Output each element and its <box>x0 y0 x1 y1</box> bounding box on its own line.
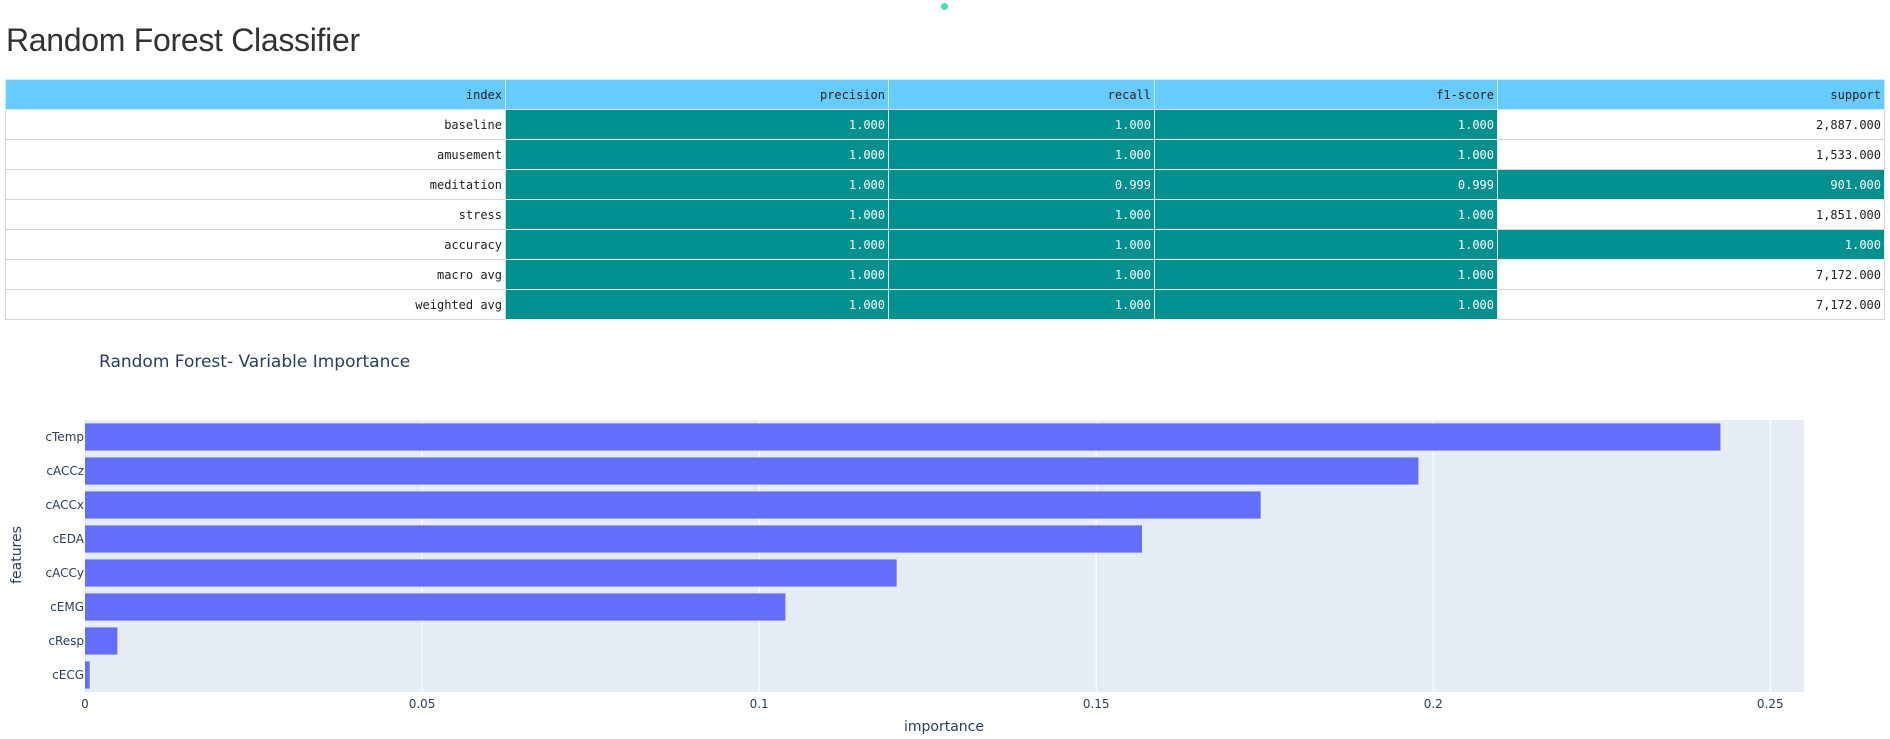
cell-support: 901.000 <box>1497 169 1885 200</box>
cell-index: amusement <box>5 139 506 170</box>
cell-support: 1,533.000 <box>1497 139 1885 170</box>
bar-cACCz[interactable] <box>85 457 1419 485</box>
cell-precision: 1.000 <box>505 289 889 320</box>
x-tick-label: 0.15 <box>1083 697 1110 711</box>
y-tick-label: cACCy <box>46 566 84 580</box>
cell-index: weighted avg <box>5 289 506 320</box>
cell-f1-score: 1.000 <box>1154 199 1498 230</box>
table-header-row: index precision recall f1-score support <box>5 79 1885 110</box>
column-header-support[interactable]: support <box>1497 79 1885 110</box>
cell-support: 7,172.000 <box>1497 289 1885 320</box>
cell-f1-score: 1.000 <box>1154 289 1498 320</box>
column-header-f1-score[interactable]: f1-score <box>1154 79 1498 110</box>
x-tick-labels: 0 0.05 0.1 0.15 0.2 0.25 <box>81 697 1783 711</box>
bar-cResp[interactable] <box>85 627 118 655</box>
cell-precision: 1.000 <box>505 259 889 290</box>
table-row: baseline 1.000 1.000 1.000 2,887.000 <box>5 109 1885 140</box>
x-tick-label: 0.1 <box>750 697 769 711</box>
bar-cEMG[interactable] <box>85 593 786 621</box>
cell-index: macro avg <box>5 259 506 290</box>
cell-f1-score: 1.000 <box>1154 229 1498 260</box>
bar-cEDA[interactable] <box>85 525 1143 553</box>
y-tick-label: cTemp <box>45 430 84 444</box>
table-row: amusement 1.000 1.000 1.000 1,533.000 <box>5 139 1885 170</box>
cell-index: stress <box>5 199 506 230</box>
cell-precision: 1.000 <box>505 169 889 200</box>
x-tick-label: 0.2 <box>1424 697 1443 711</box>
column-header-recall[interactable]: recall <box>888 79 1155 110</box>
x-tick-label: 0.25 <box>1757 697 1784 711</box>
cell-index: baseline <box>5 109 506 140</box>
y-tick-label: cEDA <box>53 532 85 546</box>
x-tick-label: 0.05 <box>409 697 436 711</box>
y-tick-label: cACCx <box>46 498 84 512</box>
loading-indicator-dot <box>941 3 948 10</box>
cell-support: 2,887.000 <box>1497 109 1885 140</box>
y-axis-title: features <box>9 526 25 584</box>
table-row: weighted avg 1.000 1.000 1.000 7,172.000 <box>5 289 1885 320</box>
y-tick-label: cECG <box>52 668 84 682</box>
table-row: stress 1.000 1.000 1.000 1,851.000 <box>5 199 1885 230</box>
cell-recall: 1.000 <box>888 229 1155 260</box>
cell-f1-score: 1.000 <box>1154 109 1498 140</box>
y-tick-label: cEMG <box>50 600 84 614</box>
bar-cECG[interactable] <box>85 661 90 689</box>
cell-f1-score: 0.999 <box>1154 169 1498 200</box>
chart-title: Random Forest- Variable Importance <box>99 352 411 372</box>
x-axis-title: importance <box>904 719 984 735</box>
cell-precision: 1.000 <box>505 139 889 170</box>
y-tick-label: cResp <box>48 634 84 648</box>
cell-recall: 1.000 <box>888 139 1155 170</box>
cell-index: meditation <box>5 169 506 200</box>
cell-recall: 1.000 <box>888 289 1155 320</box>
cell-precision: 1.000 <box>505 229 889 260</box>
table-row: accuracy 1.000 1.000 1.000 1.000 <box>5 229 1885 260</box>
cell-index: accuracy <box>5 229 506 260</box>
x-tick-label: 0 <box>81 697 89 711</box>
page-title: Random Forest Classifier <box>6 22 360 58</box>
classification-report-table: index precision recall f1-score support … <box>5 79 1885 320</box>
cell-support: 1,851.000 <box>1497 199 1885 230</box>
table-row: macro avg 1.000 1.000 1.000 7,172.000 <box>5 259 1885 290</box>
column-header-index[interactable]: index <box>5 79 506 110</box>
cell-precision: 1.000 <box>505 199 889 230</box>
cell-f1-score: 1.000 <box>1154 259 1498 290</box>
cell-support: 1.000 <box>1497 229 1885 260</box>
cell-support: 7,172.000 <box>1497 259 1885 290</box>
y-tick-label: cACCz <box>46 464 84 478</box>
table-body: baseline 1.000 1.000 1.000 2,887.000 amusemen… <box>5 109 1885 320</box>
cell-recall: 1.000 <box>888 259 1155 290</box>
bar-cACCx[interactable] <box>85 491 1261 519</box>
cell-recall: 0.999 <box>888 169 1155 200</box>
bar-cACCy[interactable] <box>85 559 897 587</box>
cell-f1-score: 1.000 <box>1154 139 1498 170</box>
bars <box>85 423 1721 689</box>
cell-precision: 1.000 <box>505 109 889 140</box>
y-tick-labels: cTemp cACCz cACCx cEDA cACCy cEMG cResp cECG <box>45 430 84 682</box>
column-header-precision[interactable]: precision <box>505 79 889 110</box>
bar-cTemp[interactable] <box>85 423 1721 451</box>
cell-recall: 1.000 <box>888 109 1155 140</box>
cell-recall: 1.000 <box>888 199 1155 230</box>
table-row: meditation 1.000 0.999 0.999 901.000 <box>5 169 1885 200</box>
